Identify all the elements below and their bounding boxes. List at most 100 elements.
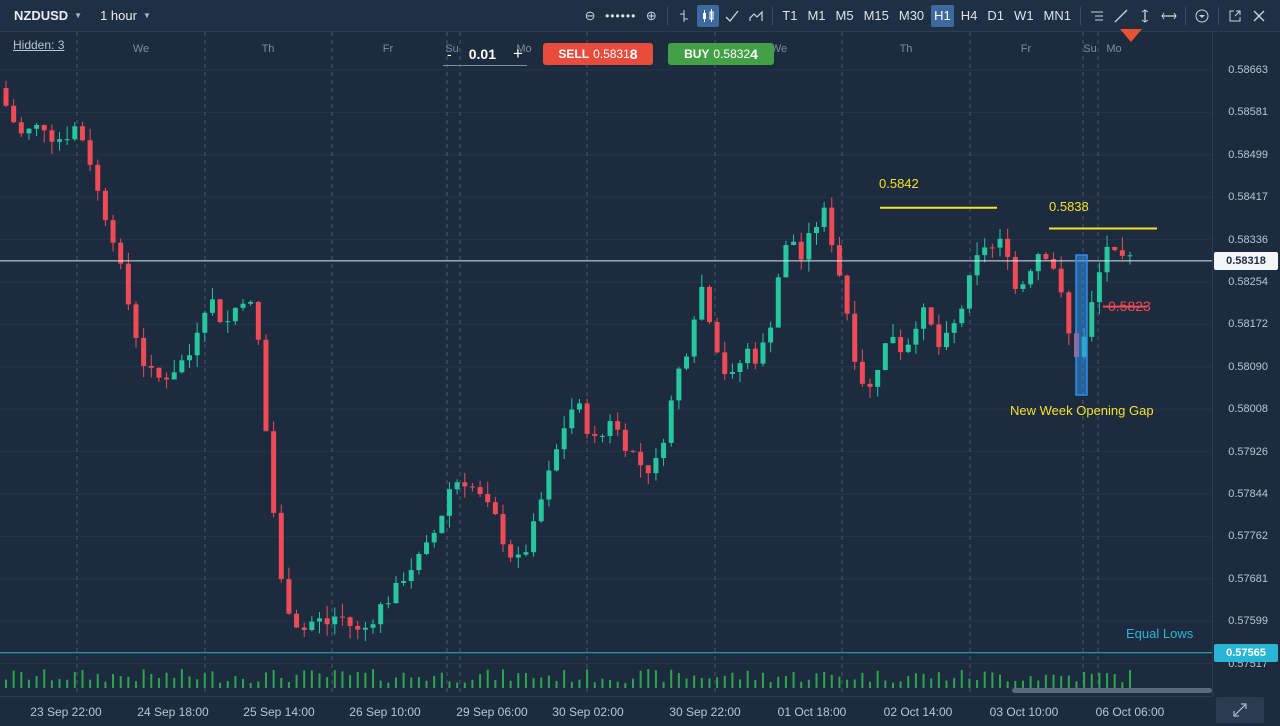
volume-bar xyxy=(112,673,115,688)
line-chart-icon[interactable] xyxy=(721,5,743,27)
candle-body xyxy=(316,618,322,622)
horizontal-lines-icon[interactable] xyxy=(1086,5,1108,27)
candle-body xyxy=(760,342,766,364)
candle-body xyxy=(41,125,47,131)
chart-canvas[interactable]: We Th Fr Su Mo We Th Fr Su Mo xyxy=(0,32,1212,696)
volume-bar xyxy=(150,674,153,688)
timeframe-w1[interactable]: W1 xyxy=(1014,8,1034,23)
candle-body xyxy=(699,286,705,320)
volume-bar xyxy=(960,670,963,688)
candle-body xyxy=(271,431,277,513)
volume-bar xyxy=(555,681,558,688)
time-axis-label: 30 Sep 02:00 xyxy=(552,705,624,719)
volume-bar xyxy=(58,679,61,688)
buy-price: 0.5832 xyxy=(713,47,751,61)
candle-body xyxy=(232,307,238,322)
volume-bar xyxy=(242,678,245,688)
external-window-icon[interactable] xyxy=(1224,5,1246,27)
volume-bar xyxy=(211,671,214,688)
timeframe-m15[interactable]: M15 xyxy=(863,8,889,23)
lot-decrease-button[interactable]: - xyxy=(447,45,452,62)
volume-bar xyxy=(20,672,23,688)
price-axis-label: 0.58254 xyxy=(1228,276,1268,288)
bar-chart-icon[interactable] xyxy=(673,5,695,27)
candle-body xyxy=(1127,255,1133,257)
lot-size-value[interactable]: 0.01 xyxy=(468,45,496,62)
day-label: We xyxy=(771,43,787,55)
candle-body xyxy=(982,247,988,256)
candle-body xyxy=(1020,284,1026,289)
timeframe-h4[interactable]: H4 xyxy=(960,8,978,23)
candle-body xyxy=(653,458,659,474)
hidden-objects-link[interactable]: Hidden: 3 xyxy=(13,38,65,52)
dropdown-circle-icon[interactable] xyxy=(1191,5,1213,27)
volume-bar xyxy=(303,670,306,688)
volume-bar xyxy=(471,679,474,688)
candlestick-chart-icon[interactable] xyxy=(697,4,720,27)
divider xyxy=(1218,6,1219,25)
volume-bar xyxy=(1044,674,1047,688)
buy-button[interactable]: BUY 0.5832 4 xyxy=(668,43,774,65)
symbol-label: NZDUSD xyxy=(14,8,69,23)
close-icon[interactable] xyxy=(1248,5,1270,27)
price-axis-label: 0.57844 xyxy=(1228,488,1268,500)
lot-increase-button[interactable]: + xyxy=(513,43,523,63)
symbol-selector[interactable]: NZDUSD ▼ xyxy=(0,0,88,32)
candle-body xyxy=(26,128,32,134)
volume-bar xyxy=(104,681,107,688)
zoom-level-dots[interactable]: •••••• xyxy=(605,8,637,23)
candle-body xyxy=(1089,302,1095,337)
chart-scrollbar[interactable] xyxy=(1012,688,1212,693)
timeframe-h1[interactable]: H1 xyxy=(931,4,954,27)
volume-bar xyxy=(914,673,917,688)
volume-bar xyxy=(800,681,803,688)
scroll-to-end-marker[interactable] xyxy=(1120,29,1142,42)
candle-body xyxy=(1043,254,1049,260)
horizontal-line-icon[interactable] xyxy=(1158,5,1180,27)
candle-body xyxy=(951,323,957,333)
timeframe-t1[interactable]: T1 xyxy=(782,8,798,23)
zoom-out-icon[interactable]: ⊖ xyxy=(584,7,596,23)
candle-body xyxy=(446,489,452,516)
volume-bar xyxy=(976,680,979,688)
candle-body xyxy=(959,308,965,324)
candle-body xyxy=(661,442,667,459)
candle-body xyxy=(355,625,361,630)
opening-gap-box xyxy=(1075,254,1088,396)
timeframe-d1[interactable]: D1 xyxy=(987,8,1005,23)
sell-button[interactable]: SELL 0.5831 8 xyxy=(543,43,653,65)
volume-bar xyxy=(609,679,612,688)
timeframe-m30[interactable]: M30 xyxy=(898,8,925,23)
lot-size-stepper[interactable]: - 0.01 + xyxy=(443,42,527,66)
candle-body xyxy=(141,337,147,366)
auto-scale-button[interactable] xyxy=(1216,697,1264,723)
candle-body xyxy=(225,321,231,323)
vertical-line-icon[interactable] xyxy=(1134,5,1156,27)
candle-body xyxy=(1005,238,1011,257)
candle-body xyxy=(676,368,682,401)
volume-bar xyxy=(884,680,887,688)
time-axis-label: 03 Oct 10:00 xyxy=(989,705,1059,719)
buy-price-pip: 4 xyxy=(750,46,758,62)
candle-body xyxy=(171,372,177,380)
area-chart-icon[interactable] xyxy=(745,5,767,27)
time-axis[interactable]: 23 Sep 22:00 24 Sep 18:00 25 Sep 14:00 26 S… xyxy=(0,696,1212,726)
trend-line-icon[interactable] xyxy=(1110,5,1132,27)
volume-bar xyxy=(654,670,657,688)
volume-bar xyxy=(815,673,818,688)
volume-bar xyxy=(456,682,459,688)
price-chart[interactable]: We Th Fr Su Mo We Th Fr Su Mo xyxy=(0,32,1212,696)
volume-bar xyxy=(142,669,145,688)
timeframe-mn1[interactable]: MN1 xyxy=(1043,8,1071,23)
timeframe-m1[interactable]: M1 xyxy=(807,8,826,23)
timeframe-m5[interactable]: M5 xyxy=(835,8,854,23)
candle-body xyxy=(57,139,63,142)
candle-body xyxy=(584,403,590,434)
volume-bar xyxy=(157,677,160,688)
interval-selector[interactable]: 1 hour ▼ xyxy=(94,0,157,32)
volume-bar xyxy=(35,676,38,688)
volume-bar xyxy=(838,676,841,688)
zoom-in-icon[interactable]: ⊕ xyxy=(645,7,657,23)
volume-bar xyxy=(754,679,757,688)
price-axis[interactable]: 0.58663 0.58581 0.58499 0.58417 0.58336 0.582… xyxy=(1212,32,1280,696)
